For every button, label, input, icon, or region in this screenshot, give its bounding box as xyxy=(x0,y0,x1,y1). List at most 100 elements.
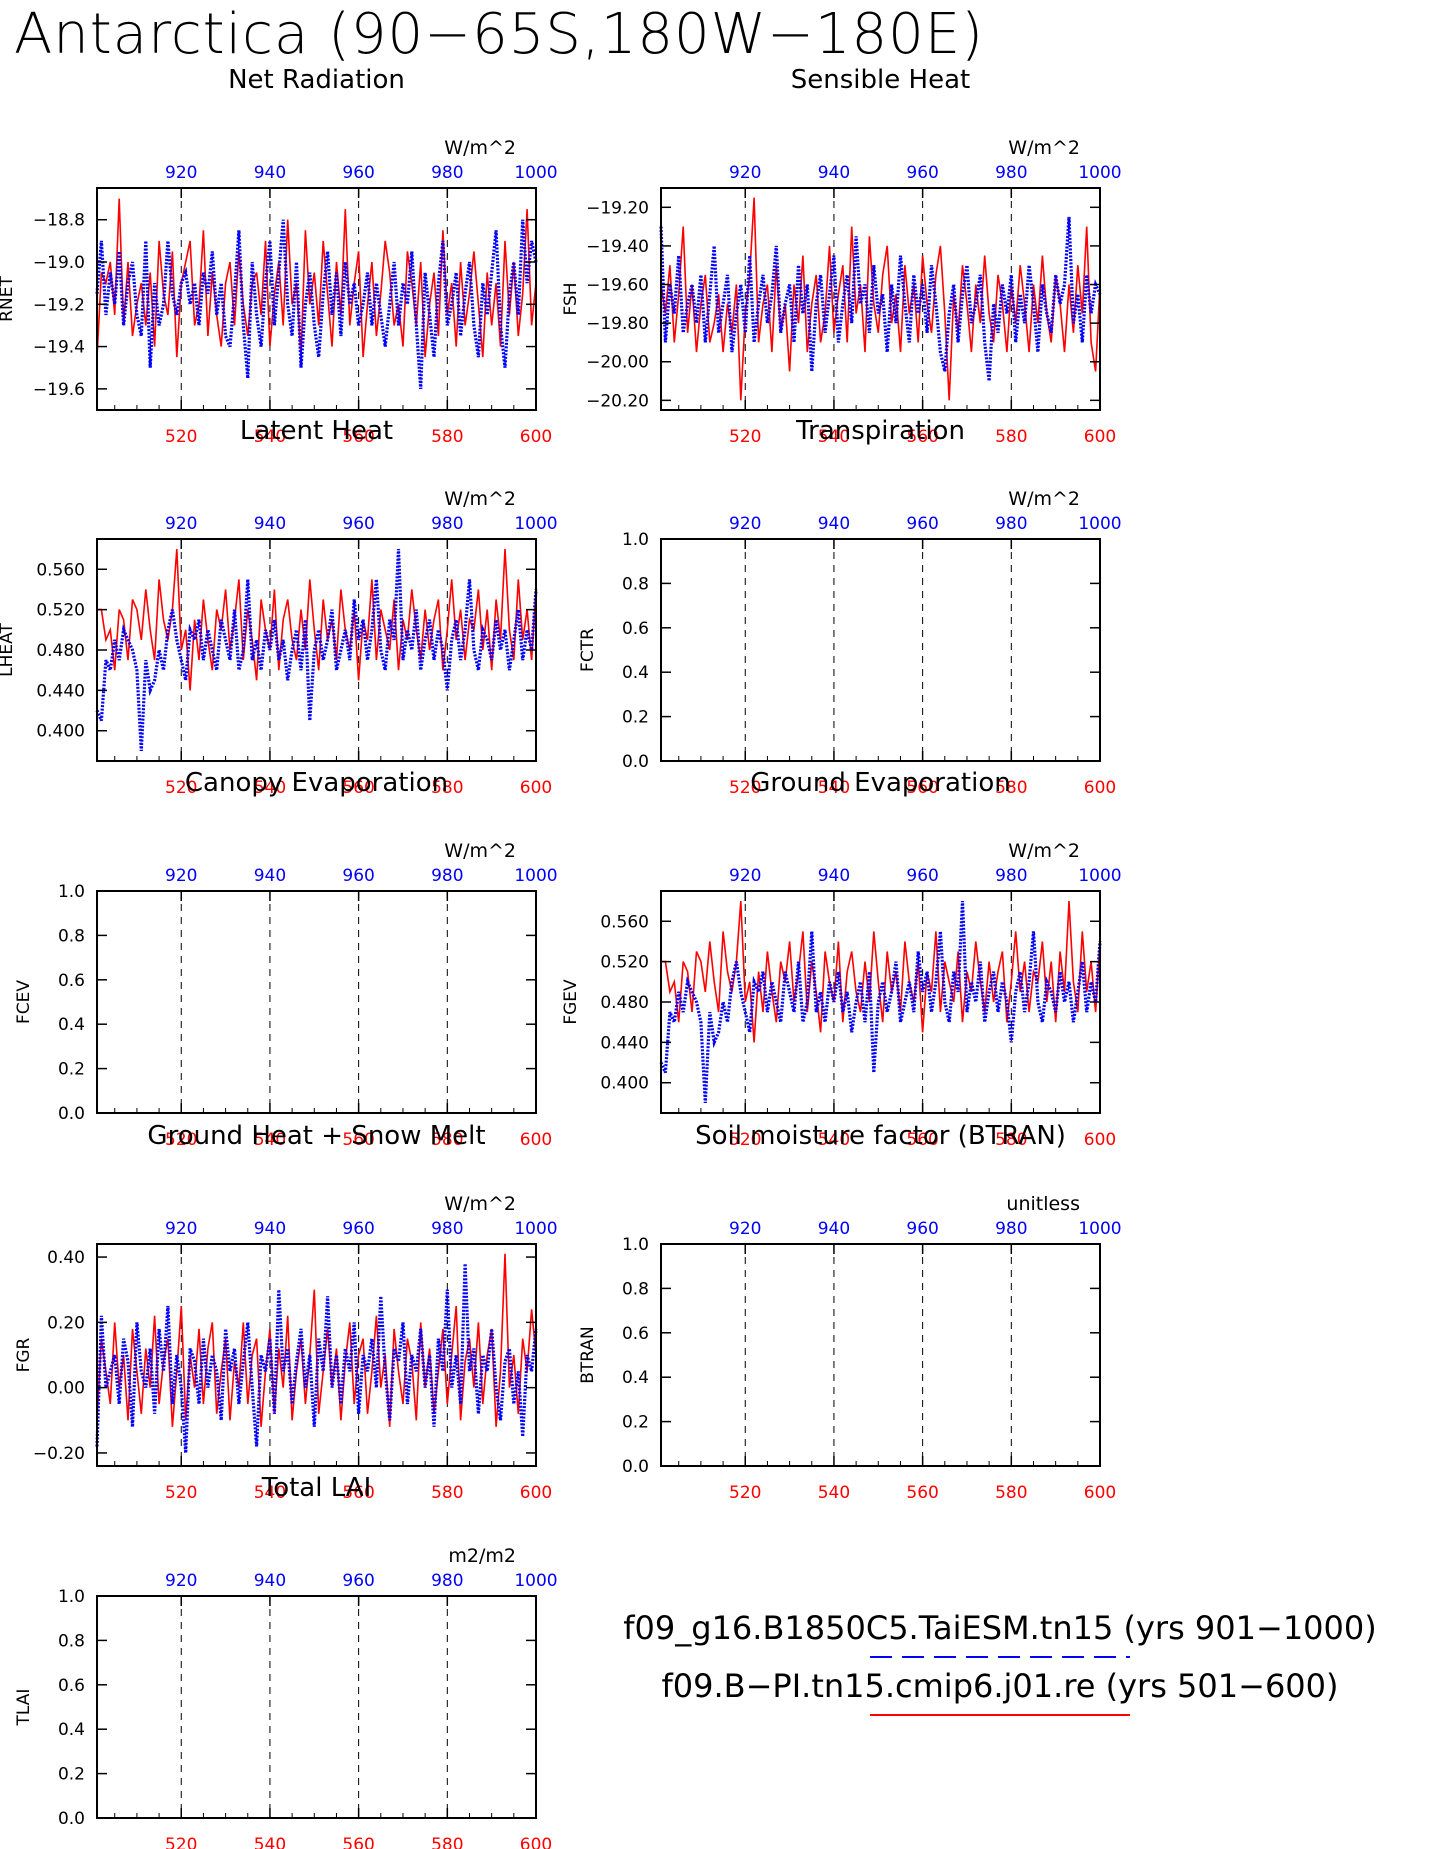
x-tick-label: 540 xyxy=(818,778,850,798)
x-tick-label: 560 xyxy=(906,1483,938,1503)
x-tick-label: 520 xyxy=(729,778,761,798)
x-tick-label: 560 xyxy=(342,1835,374,1849)
panel-title: Latent Heat xyxy=(240,416,393,446)
legend-label-red: f09.B−PI.tn15.cmip6.j01.re (yrs 501−600) xyxy=(661,1667,1339,1705)
x-tick-label: 520 xyxy=(165,427,197,447)
y-tick-label: 1.0 xyxy=(58,1587,85,1607)
x-tick-label: 520 xyxy=(165,1483,197,1503)
x-top-tick-label: 960 xyxy=(906,163,938,183)
x-top-tick-label: 1000 xyxy=(514,514,557,534)
x-tick-label: 580 xyxy=(995,778,1027,798)
x-top-tick-label: 980 xyxy=(431,1571,463,1591)
y-tick-label: 0.8 xyxy=(622,574,649,594)
x-tick-label: 560 xyxy=(342,1130,374,1150)
y-tick-label: 0.0 xyxy=(622,1457,649,1477)
plot-frame xyxy=(660,187,1101,411)
x-tick-label: 560 xyxy=(342,778,374,798)
x-tick-label: 520 xyxy=(165,1130,197,1150)
units-label: m2/m2 xyxy=(448,1545,516,1567)
x-top-tick-label: 960 xyxy=(906,1219,938,1239)
y-tick-label: 0.0 xyxy=(58,1104,85,1124)
x-tick-label: 540 xyxy=(818,1483,850,1503)
x-top-tick-label: 920 xyxy=(729,514,761,534)
x-top-tick-label: 980 xyxy=(431,163,463,183)
x-tick-label: 600 xyxy=(1084,427,1116,447)
y-tick-label: 0.00 xyxy=(47,1379,85,1399)
plot-frame xyxy=(96,187,537,411)
x-tick-label: 520 xyxy=(729,1483,761,1503)
x-top-tick-label: 1000 xyxy=(514,866,557,886)
series-blue xyxy=(95,1263,538,1454)
panel-4: Transpiration W/m^2 520 540 560 580 600 920 940 9… xyxy=(578,416,1122,798)
x-top-tick-label: 920 xyxy=(729,163,761,183)
y-tick-label: 0.440 xyxy=(600,1033,649,1053)
x-top-tick-label: 980 xyxy=(431,866,463,886)
x-tick-label: 560 xyxy=(342,427,374,447)
y-tick-label: −19.60 xyxy=(586,276,649,296)
y-axis-label: BTRAN xyxy=(578,1326,598,1384)
y-tick-label: 0.4 xyxy=(58,1015,85,1035)
y-axis-label: FCEV xyxy=(14,980,34,1024)
x-top-tick-label: 1000 xyxy=(1078,1219,1121,1239)
x-top-tick-label: 960 xyxy=(342,163,374,183)
y-tick-label: 0.480 xyxy=(600,993,649,1013)
panel-title: Ground Heat + Snow Melt xyxy=(147,1121,485,1151)
y-tick-label: 0.2 xyxy=(622,708,649,728)
y-tick-label: 0.440 xyxy=(36,681,85,701)
y-tick-label: 0.2 xyxy=(58,1060,85,1080)
plot-frame xyxy=(660,1243,1101,1467)
x-tick-label: 580 xyxy=(995,427,1027,447)
legend-line-blue xyxy=(600,1648,1400,1666)
units-label: W/m^2 xyxy=(444,1193,516,1215)
x-tick-label: 580 xyxy=(995,1130,1027,1150)
y-tick-label: 0.560 xyxy=(600,912,649,932)
y-tick-label: 0.0 xyxy=(622,752,649,772)
panel-3: Latent Heat W/m^2 520 540 560 580 600 920 940 960… xyxy=(0,416,558,798)
y-tick-label: 0.0 xyxy=(58,1809,85,1829)
x-tick-label: 520 xyxy=(165,778,197,798)
y-tick-label: 0.8 xyxy=(58,926,85,946)
x-tick-label: 560 xyxy=(342,1483,374,1503)
units-label: W/m^2 xyxy=(444,840,516,862)
y-tick-label: 0.560 xyxy=(36,560,85,580)
x-tick-label: 580 xyxy=(431,427,463,447)
x-top-tick-label: 980 xyxy=(995,866,1027,886)
y-tick-label: 0.20 xyxy=(47,1313,85,1333)
panel-6: Ground Evaporation W/m^2 520 540 560 580 600 92… xyxy=(561,768,1122,1150)
y-axis-label: FCTR xyxy=(578,628,598,672)
y-tick-label: −18.8 xyxy=(33,211,85,231)
x-top-tick-label: 920 xyxy=(729,866,761,886)
x-tick-label: 560 xyxy=(906,427,938,447)
panel-1: Net Radiation W/m^2 520 540 560 580 600 920 940 9… xyxy=(0,65,558,447)
x-top-tick-label: 960 xyxy=(342,514,374,534)
y-tick-label: −19.80 xyxy=(586,314,649,334)
legend-label-blue: f09_g16.B1850C5.TaiESM.tn15 (yrs 901−100… xyxy=(623,1609,1377,1647)
x-tick-label: 560 xyxy=(906,778,938,798)
x-tick-label: 540 xyxy=(254,1483,286,1503)
x-top-tick-label: 960 xyxy=(342,1219,374,1239)
x-tick-label: 520 xyxy=(729,427,761,447)
y-tick-label: 1.0 xyxy=(622,1235,649,1255)
x-tick-label: 520 xyxy=(165,1835,197,1849)
y-axis-label: FGR xyxy=(14,1337,34,1372)
panel-8: Soil moisture factor (BTRAN) unitless 520 5… xyxy=(578,1121,1122,1503)
series-blue xyxy=(95,549,538,751)
legend-line-red xyxy=(600,1706,1400,1724)
x-top-tick-label: 1000 xyxy=(1078,866,1121,886)
y-tick-label: 0.4 xyxy=(622,1368,649,1388)
x-tick-label: 600 xyxy=(1084,1130,1116,1150)
panel-title: Canopy Evaporation xyxy=(185,768,448,798)
y-tick-label: 0.6 xyxy=(58,1676,85,1696)
x-top-tick-label: 1000 xyxy=(1078,514,1121,534)
y-tick-label: −19.6 xyxy=(33,380,85,400)
x-top-tick-label: 920 xyxy=(165,163,197,183)
panel-title: Ground Evaporation xyxy=(750,768,1010,798)
x-top-tick-label: 960 xyxy=(906,866,938,886)
legend: f09_g16.B1850C5.TaiESM.tn15 (yrs 901−100… xyxy=(600,1608,1400,1724)
y-axis-label: FGEV xyxy=(561,979,581,1025)
panel-5: Canopy Evaporation W/m^2 520 540 560 580 600 92… xyxy=(14,768,558,1150)
y-tick-label: −19.4 xyxy=(33,338,85,358)
x-top-tick-label: 940 xyxy=(818,163,850,183)
x-top-tick-label: 940 xyxy=(818,514,850,534)
